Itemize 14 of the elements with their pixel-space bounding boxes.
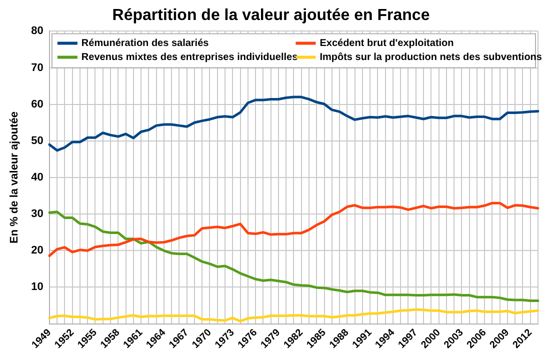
- y-tick-label: 10: [31, 281, 44, 294]
- y-tick-label: 30: [31, 208, 44, 220]
- y-tick-label: 50: [31, 134, 44, 147]
- legend-label: Impôts sur la production nets des subventions: [320, 52, 542, 63]
- y-tick-label: 80: [31, 25, 44, 38]
- legend-label: Excédent brut d'exploitation: [320, 38, 454, 49]
- y-tick-label: 20: [31, 244, 44, 257]
- y-axis-title: En % de la valeur ajoutée: [8, 111, 21, 244]
- y-tick-label: 60: [31, 98, 44, 110]
- y-tick-label: 40: [31, 172, 44, 184]
- legend-label: Revenus mixtes des entreprises individuelles: [81, 52, 298, 63]
- legend-label: Rémunération des salariés: [81, 38, 210, 49]
- chart-title: Répartition de la valeur ajoutée en France: [112, 7, 430, 24]
- y-tick-label: 70: [31, 62, 44, 74]
